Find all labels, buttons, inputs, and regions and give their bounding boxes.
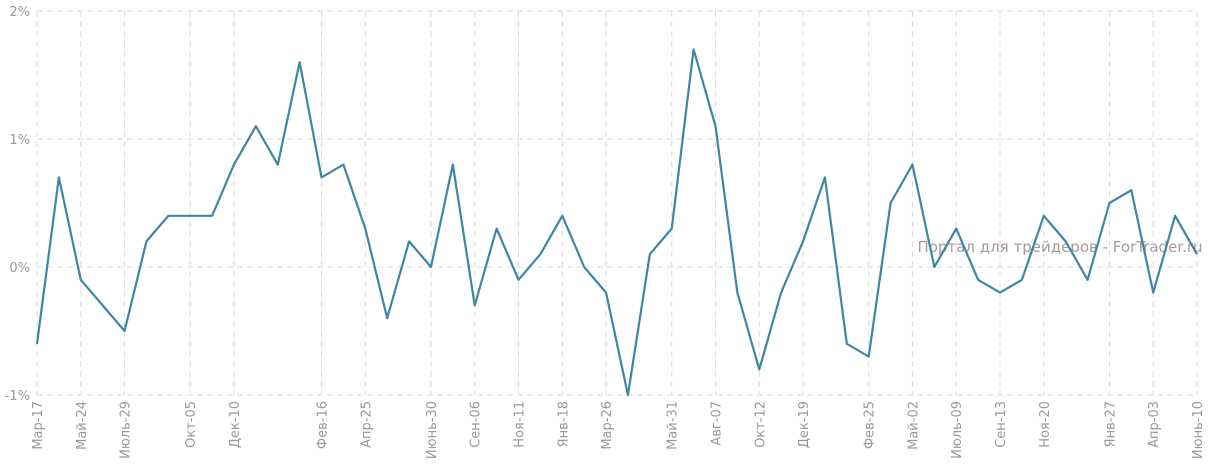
y-tick-label: 0% bbox=[9, 261, 30, 276]
x-tick-label: Мар-17 bbox=[31, 401, 46, 450]
x-tick-label: Фев-16 bbox=[316, 401, 331, 449]
x-tick-label: Янв-18 bbox=[556, 401, 571, 447]
x-tick-label: Мар-26 bbox=[600, 401, 615, 450]
x-tick-label: Апр-03 bbox=[1147, 401, 1162, 448]
x-tick-label: Июнь-30 bbox=[425, 401, 440, 459]
x-tick-label: Май-31 bbox=[666, 401, 681, 450]
y-tick-label: -1% bbox=[5, 389, 30, 404]
y-tick-label: 1% bbox=[9, 133, 30, 148]
x-tick-label: Июль-09 bbox=[950, 401, 965, 459]
x-tick-label: Авг-07 bbox=[709, 401, 724, 446]
x-tick-label: Май-02 bbox=[906, 401, 921, 450]
x-tick-label: Окт-12 bbox=[753, 401, 768, 448]
x-tick-label: Ноя-20 bbox=[1038, 401, 1053, 448]
watermark: Портал для трейдеров - ForTrader.ru bbox=[917, 238, 1202, 256]
x-tick-label: Дек-19 bbox=[797, 401, 812, 448]
x-tick-label: Май-24 bbox=[75, 401, 90, 450]
x-tick-label: Янв-27 bbox=[1103, 401, 1118, 447]
x-tick-label: Фев-25 bbox=[863, 401, 878, 449]
x-tick-label: Сен-06 bbox=[469, 401, 484, 448]
x-tick-label: Сен-13 bbox=[994, 401, 1009, 448]
x-tick-label: Дек-10 bbox=[228, 401, 243, 448]
x-tick-label: Апр-25 bbox=[359, 401, 374, 448]
x-tick-label: Окт-05 bbox=[184, 401, 199, 448]
x-tick-label: Июнь-10 bbox=[1191, 401, 1206, 459]
x-tick-label: Июль-29 bbox=[119, 401, 134, 459]
line bbox=[35, 48, 1198, 397]
y-tick-label: 2% bbox=[9, 5, 30, 20]
x-tick-label: Ноя-11 bbox=[513, 401, 528, 448]
